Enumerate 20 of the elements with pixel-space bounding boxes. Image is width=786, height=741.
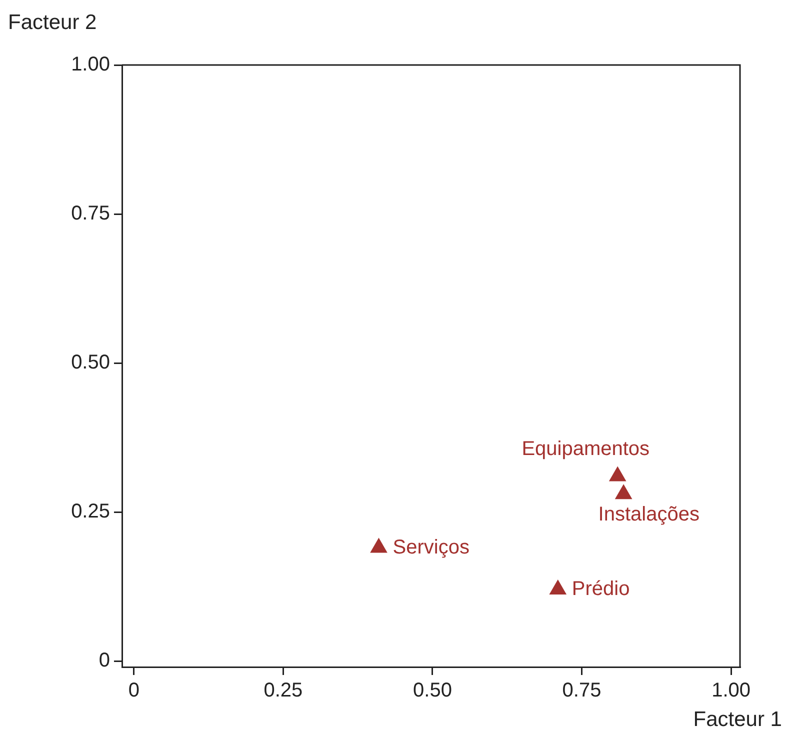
point: [608, 466, 626, 482]
x-tick-label: 0.25: [264, 680, 303, 702]
annotation: Prédio: [572, 578, 630, 600]
x-tick-label: 1.00: [712, 680, 751, 702]
point: [370, 538, 388, 553]
annotation: Serviços: [392, 536, 470, 558]
y-tick-label: 0.50: [71, 352, 110, 374]
point: [549, 580, 567, 595]
y-tick-label: 0: [98, 650, 110, 672]
y-tick-label: 1.00: [71, 54, 110, 76]
x-axis-title: Facteur 1: [693, 708, 782, 731]
y-tick-label: 0.25: [71, 500, 110, 523]
y-axis-title: Facteur 2: [8, 10, 97, 34]
annotation: Instalações: [598, 504, 700, 526]
y-tick-label: 0.75: [71, 202, 110, 225]
x-tick-label: 0.50: [413, 680, 452, 702]
point: [614, 484, 632, 500]
annotation: Equipamentos: [522, 438, 650, 460]
x-tick-label: 0.75: [562, 680, 602, 702]
x-tick-label: 0: [128, 680, 140, 702]
